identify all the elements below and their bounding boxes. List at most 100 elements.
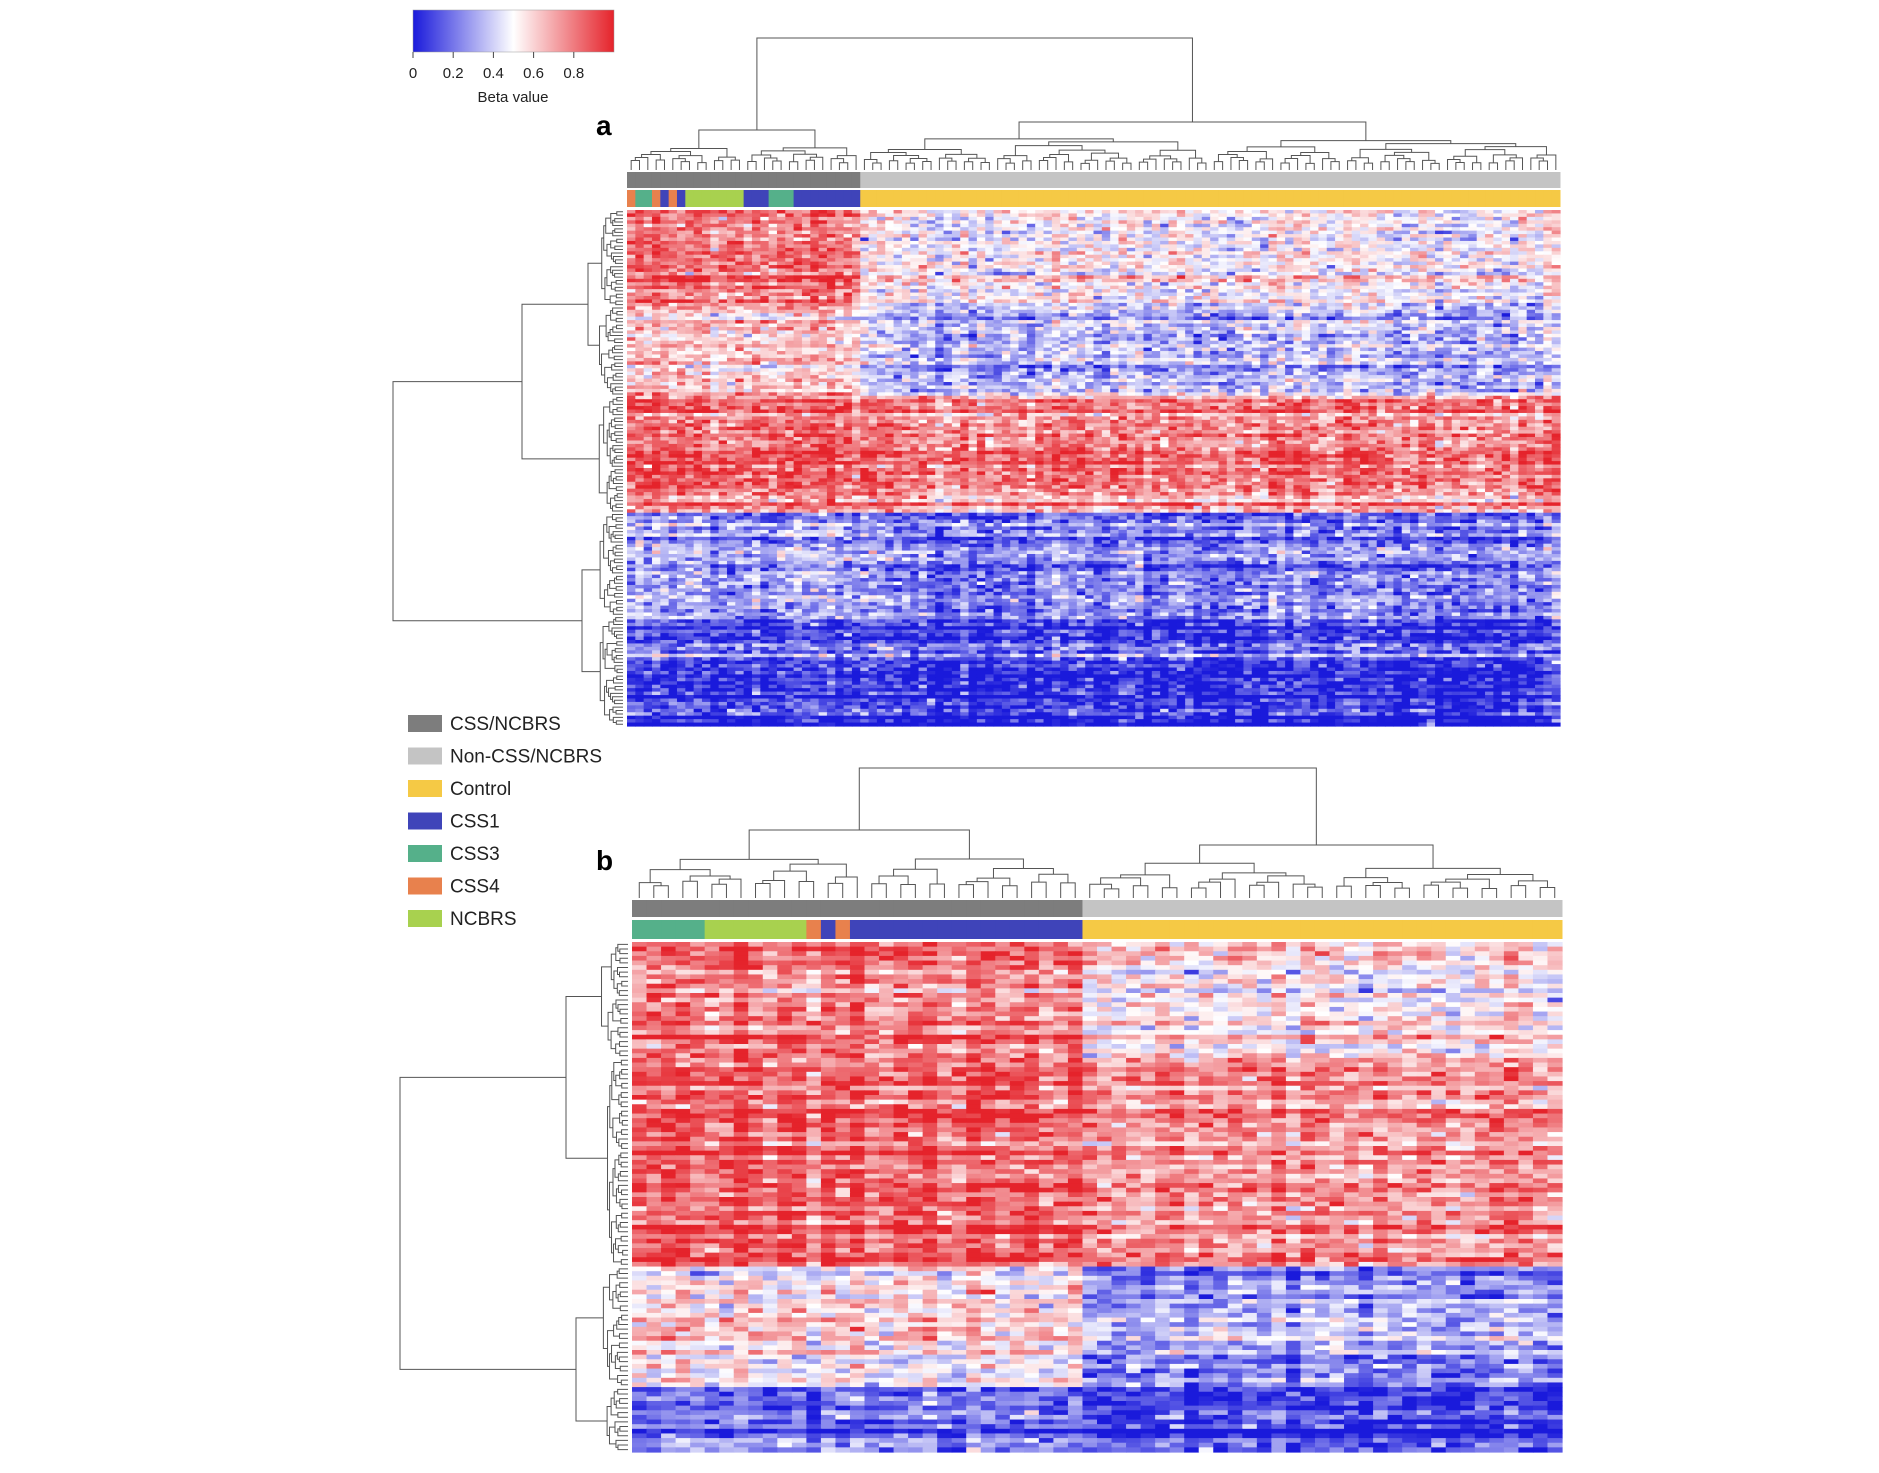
heatmap-cell [1351,320,1361,325]
heatmap-cell [1060,251,1070,256]
heatmap-cell [993,268,1003,273]
heatmap-cell [1251,285,1261,290]
heatmap-cell [860,227,870,232]
heatmap-cell [1193,330,1203,335]
heatmap-cell [1435,326,1444,331]
heatmap-cell [1301,268,1311,273]
heatmap-cell [635,347,645,352]
subtype-annotation-cell [701,190,711,207]
heatmap-cell [885,240,895,245]
heatmap-cell [1301,265,1311,270]
heatmap-cell [793,237,803,242]
heatmap-cell [1476,330,1486,335]
heatmap-cell [1268,240,1278,245]
heatmap-cell [701,227,711,232]
dendrogram-branch [1363,162,1374,170]
heatmap-cell [635,210,645,215]
heatmap-cell [1126,254,1136,259]
heatmap-cell [1418,316,1428,321]
heatmap-cell [1135,237,1145,242]
heatmap-cell [1160,347,1170,352]
heatmap-cell [910,316,920,321]
heatmap-cell [1176,316,1186,321]
heatmap-cell [901,223,911,228]
heatmap-cell [1001,326,1011,331]
heatmap-cell [1151,254,1161,259]
heatmap-cell [851,216,861,221]
heatmap-cell [1501,313,1511,318]
heatmap-cell [1401,210,1411,215]
heatmap-cell [735,258,745,263]
heatmap-cell [918,227,928,232]
heatmap-cell [1251,306,1261,311]
heatmap-cell [960,320,970,325]
group-annotation-cell [1335,172,1344,188]
heatmap-cell [860,330,870,335]
heatmap-cell [1176,223,1186,228]
heatmap-cell [643,289,653,294]
heatmap-cell [1376,223,1386,228]
heatmap-cell [926,296,936,301]
heatmap-cell [1051,278,1061,283]
heatmap-cell [1076,220,1086,225]
heatmap-cell [1435,258,1444,263]
heatmap-cell [1493,333,1503,338]
heatmap-cell [1151,251,1161,256]
heatmap-cell [693,227,703,232]
heatmap-cell [1510,285,1519,290]
heatmap-cell [785,299,795,304]
heatmap-cell [1285,244,1295,249]
heatmap-cell [1201,289,1211,294]
heatmap-cell [1351,247,1361,252]
heatmap-cell [1443,278,1453,283]
heatmap-cell [1001,337,1011,342]
heatmap-cell [1076,216,1086,221]
heatmap-cell [1201,227,1211,232]
heatmap-cell [826,347,836,352]
heatmap-cell [701,351,711,356]
heatmap-cell [843,213,853,218]
heatmap-cell [1435,271,1444,276]
heatmap-cell [1551,316,1561,321]
heatmap-cell [1176,254,1186,259]
heatmap-cell [710,330,720,335]
heatmap-cell [860,271,870,276]
heatmap-cell [668,234,678,239]
heatmap-cell [1318,333,1328,338]
heatmap-cell [693,351,703,356]
heatmap-cell [1051,313,1061,318]
heatmap-cell [1435,340,1444,345]
heatmap-cell [1510,296,1519,301]
heatmap-cell [810,292,820,297]
heatmap-cell [801,313,811,318]
heatmap-cell [1418,285,1428,290]
heatmap-cell [1218,230,1228,235]
heatmap-cell [1476,316,1486,321]
group-annotation-cell [1393,172,1403,188]
group-annotation-cell [735,172,745,188]
heatmap-cell [676,254,686,259]
heatmap-cell [735,285,745,290]
heatmap-cell [635,227,645,232]
heatmap-cell [1143,296,1153,301]
heatmap-cell [1110,261,1120,266]
heatmap-cell [668,340,678,345]
heatmap-cell [1368,216,1378,221]
heatmap-cell [1435,302,1444,307]
heatmap-cell [1476,309,1486,314]
heatmap-cell [643,268,653,273]
heatmap-cell [1293,296,1303,301]
heatmap-cell [1401,320,1411,325]
heatmap-cell [685,340,695,345]
heatmap-cell [876,285,886,290]
heatmap-cell [1443,216,1453,221]
heatmap-cell [1485,306,1494,311]
heatmap-cell [1226,302,1236,307]
heatmap-cell [1435,261,1444,266]
heatmap-cell [1135,320,1145,325]
heatmap-cell [1085,320,1095,325]
heatmap-cell [726,240,736,245]
heatmap-cell [1118,309,1128,314]
heatmap-cell [893,254,903,259]
heatmap-cell [1443,213,1453,218]
